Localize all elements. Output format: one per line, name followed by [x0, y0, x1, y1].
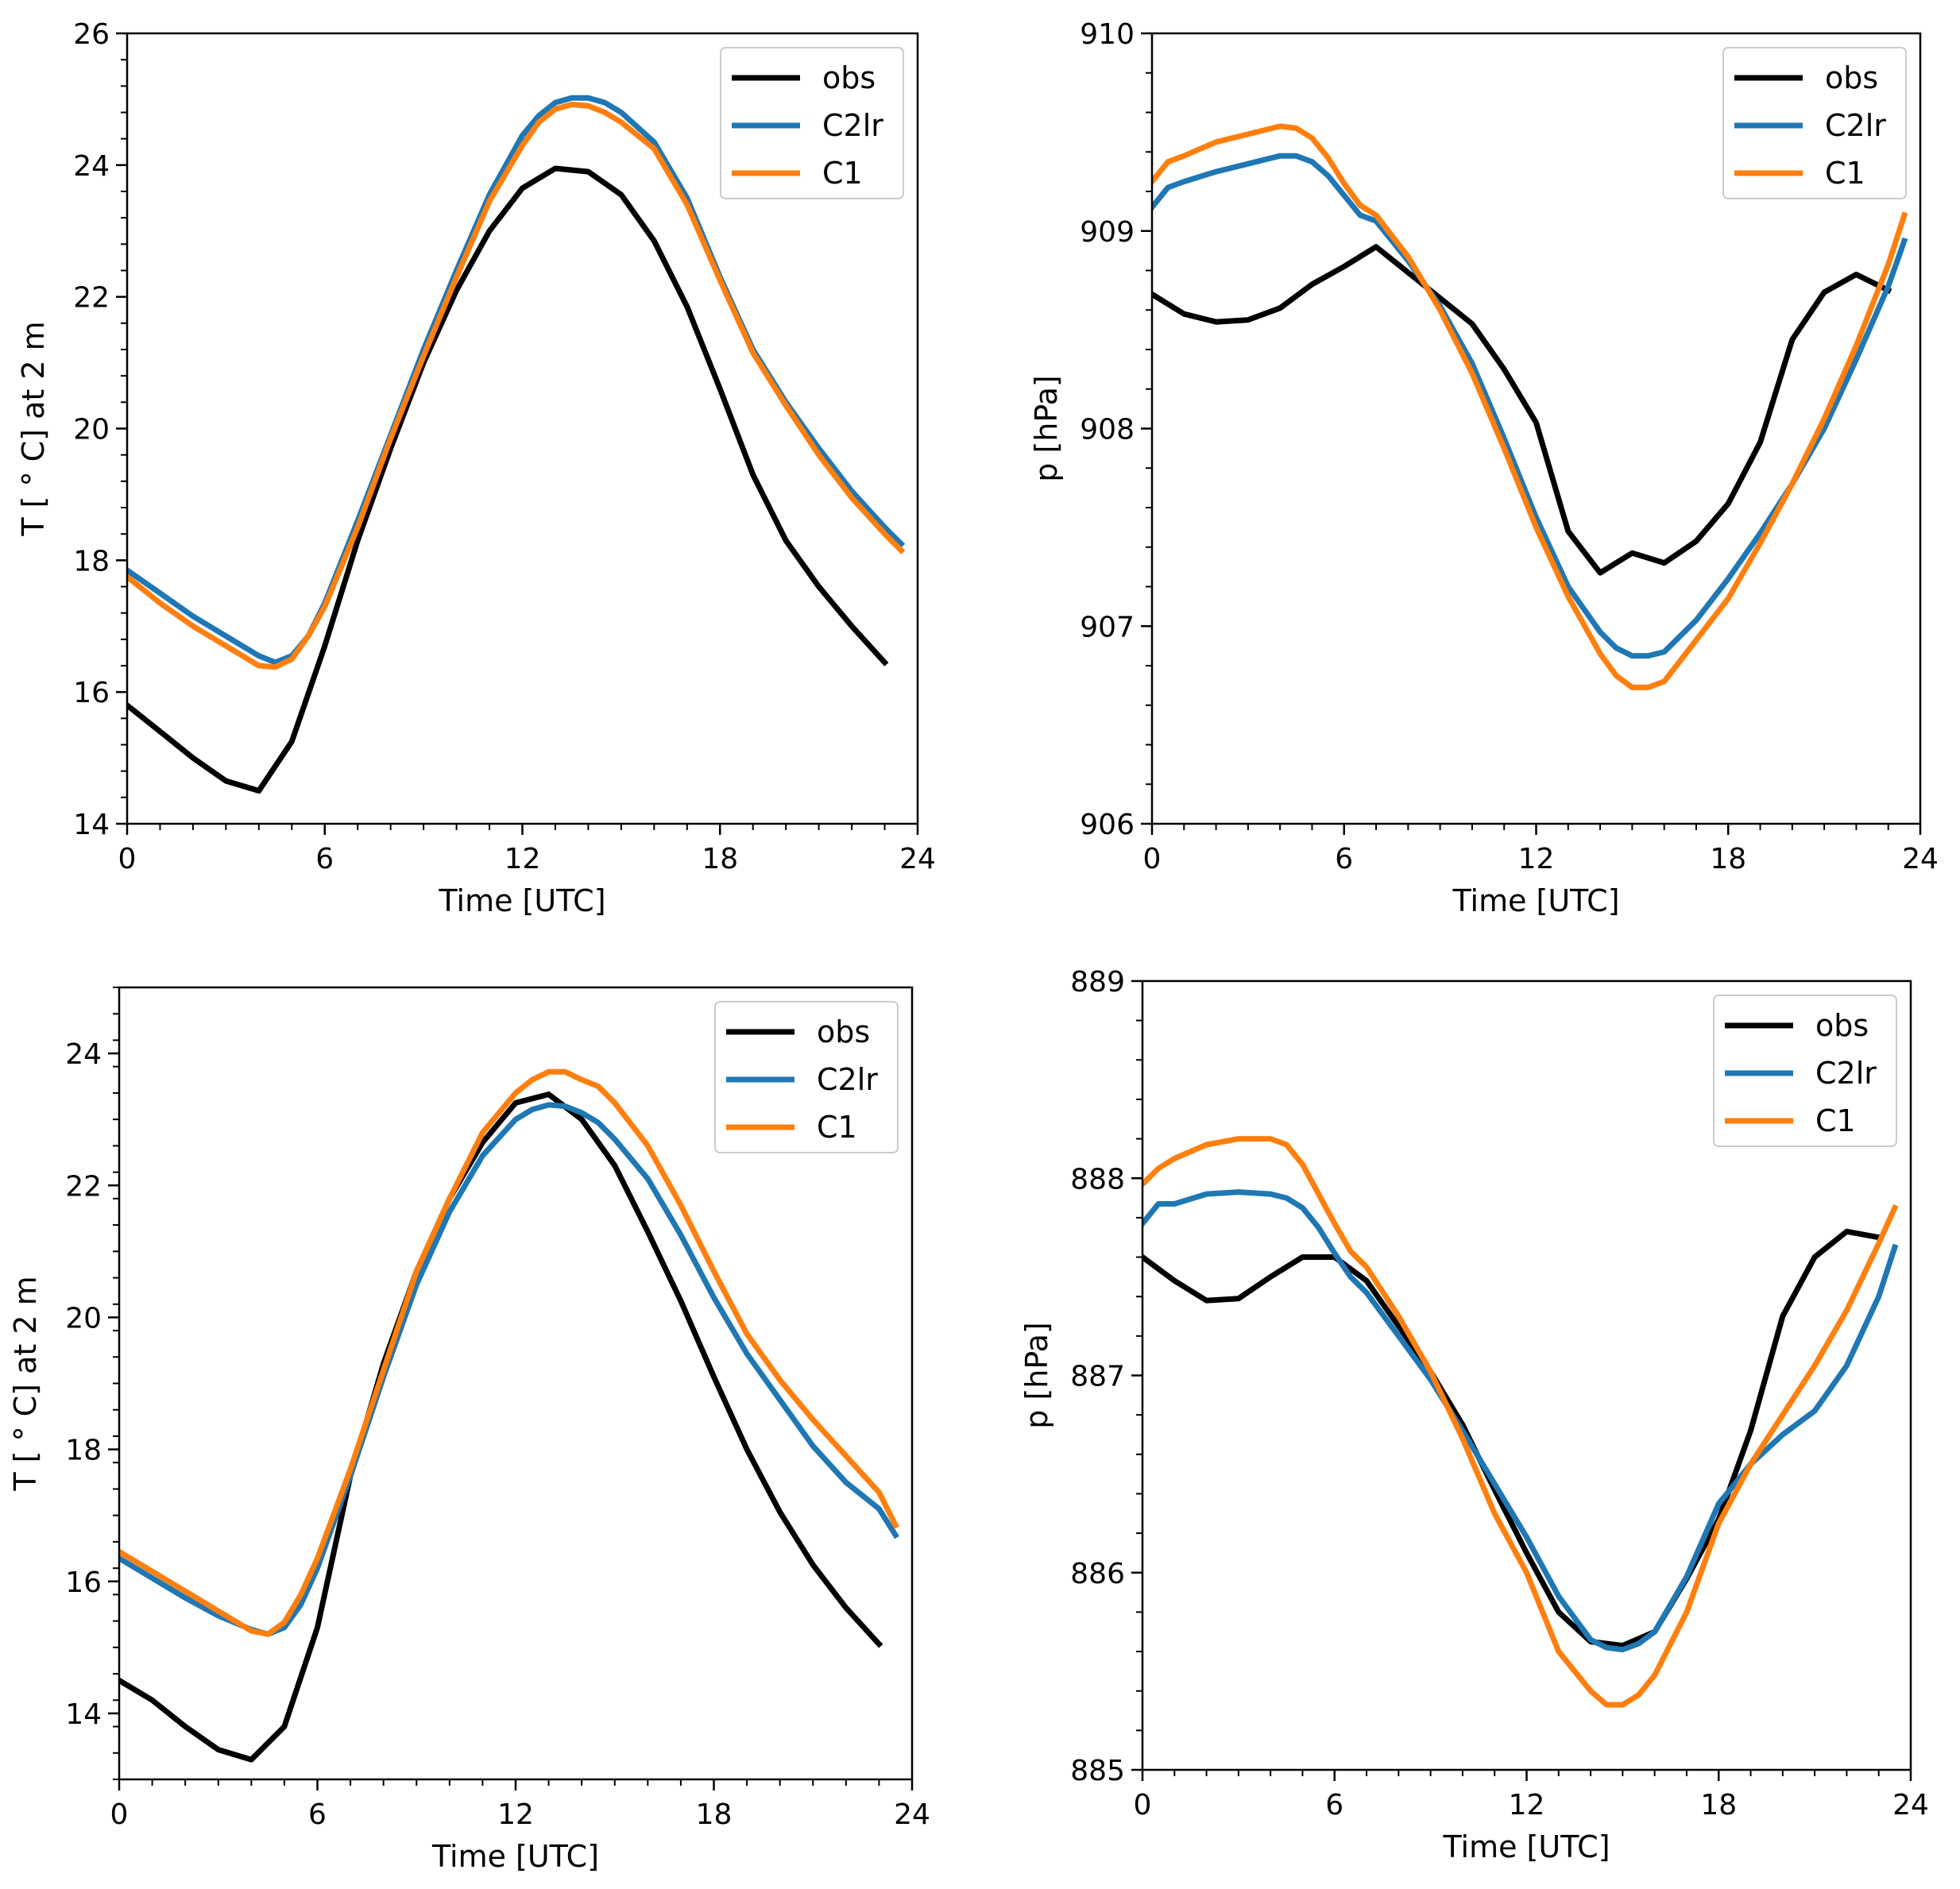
x-tick-label: 0 — [1134, 1789, 1152, 1821]
y-tick-label: 889 — [1070, 966, 1125, 999]
legend-label-obs: obs — [817, 1014, 870, 1049]
series-line-obs — [1142, 1228, 1882, 1649]
y-tick-label: 26 — [73, 18, 110, 51]
panel-3: 0 6 12 18 24 14 16 18 20 22 24 Time [UTC] T [ ° C] a… — [8, 986, 930, 1874]
plot-frame — [118, 986, 914, 1781]
y-tick-label: 16 — [65, 1566, 102, 1599]
x-tick-label: 24 — [1892, 1789, 1929, 1821]
x-tick-label: 12 — [497, 1798, 534, 1831]
y-tick-label: 22 — [73, 282, 110, 315]
plot-frame — [1141, 979, 1912, 1771]
x-tick-label: 12 — [504, 843, 541, 875]
y-axis-label: p [hPa] — [1029, 375, 1064, 481]
y-tick-label: 16 — [73, 677, 110, 709]
series-line-C1 — [127, 102, 906, 670]
y-axis-label: p [hPa] — [1019, 1322, 1054, 1428]
y-tick-label: 910 — [1080, 18, 1135, 51]
series-line-C2lr — [119, 1102, 900, 1637]
legend-label-C1: C1 — [1825, 156, 1865, 191]
series-line-C1 — [119, 1068, 899, 1637]
x-tick-label: 18 — [1700, 1789, 1737, 1821]
y-tick-label: 887 — [1070, 1361, 1125, 1393]
y-tick-label: 18 — [65, 1435, 102, 1467]
y-tick-label: 909 — [1080, 216, 1135, 249]
x-tick-label: 6 — [1325, 1789, 1343, 1821]
y-tick-label: 14 — [65, 1698, 102, 1731]
x-tick-label: 12 — [1509, 1789, 1545, 1821]
panel-4: 0 6 12 18 24 885 886 887 888 889 Time [UTC] p [hPa]… — [1019, 966, 1929, 1864]
legend-label-obs: obs — [822, 60, 876, 95]
legend-label-obs: obs — [1815, 1008, 1869, 1043]
y-tick-label: 885 — [1070, 1755, 1125, 1787]
series-line-C1 — [1152, 123, 1908, 690]
plot-frame — [1150, 32, 1922, 825]
x-axis-label: Time [UTC] — [1452, 883, 1619, 918]
y-tick-label: 886 — [1070, 1558, 1125, 1590]
y-axis-label: T [ ° C] at 2 m — [16, 321, 51, 536]
legend: obs C2lr C1 — [720, 47, 904, 199]
series-line-C2lr — [1152, 153, 1908, 659]
legend: obs C2lr C1 — [1722, 47, 1907, 199]
y-tick-label: 907 — [1080, 611, 1135, 643]
legend-frame — [1713, 995, 1897, 1147]
legend-frame — [714, 1001, 899, 1153]
y-tick-label: 24 — [73, 150, 110, 183]
x-axis-label: Time [UTC] — [1442, 1829, 1610, 1864]
series-line-obs — [119, 1091, 883, 1763]
x-tick-label: 18 — [696, 1798, 733, 1831]
y-tick-label: 18 — [73, 545, 110, 578]
x-tick-label: 24 — [899, 843, 936, 875]
y-tick-label: 20 — [65, 1302, 102, 1335]
x-tick-label: 18 — [1710, 843, 1746, 875]
legend-label-C2lr: C2lr — [1815, 1056, 1877, 1091]
x-tick-label: 24 — [894, 1798, 930, 1831]
legend-label-obs: obs — [1825, 60, 1878, 95]
x-tick-label: 12 — [1518, 843, 1555, 875]
x-axis-label: Time [UTC] — [438, 883, 605, 918]
panel-1: 0 6 12 18 24 14 16 18 20 22 24 26 Time [UTC] T [ ° C]… — [16, 18, 936, 918]
legend: obs C2lr C1 — [1713, 995, 1897, 1147]
series-line-obs — [1152, 244, 1892, 576]
series-line-C1 — [1142, 1136, 1899, 1708]
legend-label-C2lr: C2lr — [1825, 108, 1886, 143]
legend: obs C2lr C1 — [714, 1001, 899, 1153]
x-tick-label: 6 — [308, 1798, 327, 1831]
x-tick-label: 18 — [702, 843, 738, 875]
legend-label-C2lr: C2lr — [822, 108, 883, 143]
y-tick-label: 908 — [1080, 414, 1135, 446]
x-axis-label: Time [UTC] — [431, 1839, 599, 1874]
x-tick-label: 0 — [110, 1798, 129, 1831]
panel-2: 0 6 12 18 24 906 907 908 909 910 Time [UTC] p [hPa]… — [1029, 18, 1939, 918]
legend-label-C1: C1 — [822, 156, 863, 191]
legend-label-C2lr: C2lr — [817, 1062, 878, 1097]
x-tick-label: 6 — [1335, 843, 1353, 875]
x-tick-label: 0 — [1143, 843, 1162, 875]
plot-frame — [126, 32, 919, 825]
x-tick-label: 24 — [1902, 843, 1939, 875]
legend-label-C1: C1 — [1815, 1103, 1856, 1138]
y-tick-label: 906 — [1080, 809, 1135, 841]
y-tick-label: 22 — [65, 1170, 102, 1203]
x-tick-label: 0 — [118, 843, 137, 875]
legend-frame — [1722, 47, 1907, 199]
y-tick-label: 14 — [73, 809, 110, 841]
y-axis-label: T [ ° C] at 2 m — [8, 1276, 43, 1491]
legend-label-C1: C1 — [817, 1110, 857, 1145]
y-tick-label: 24 — [65, 1038, 102, 1071]
y-tick-label: 20 — [73, 414, 110, 446]
y-tick-label: 888 — [1070, 1163, 1125, 1196]
legend-frame — [720, 47, 904, 199]
series-line-obs — [127, 165, 889, 794]
x-tick-label: 6 — [315, 843, 334, 875]
